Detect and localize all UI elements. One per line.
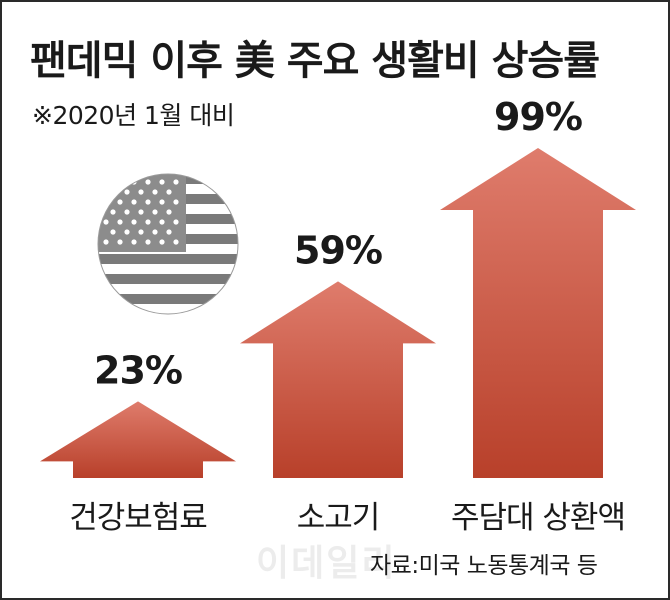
- category-label-2: 소고기: [297, 500, 380, 536]
- flag-star: [124, 209, 130, 215]
- flag-star: [145, 219, 151, 225]
- chart-subtitle: ※2020년 1월 대비: [32, 101, 235, 130]
- flag-star: [110, 209, 116, 215]
- flag-star: [117, 219, 123, 225]
- flag-star: [110, 229, 116, 235]
- flag-star: [173, 239, 179, 245]
- flag-star: [159, 179, 165, 185]
- flag-star: [131, 199, 137, 205]
- flag-star: [145, 239, 151, 245]
- flag-star: [131, 219, 137, 225]
- flag-star: [103, 199, 109, 205]
- flag-star: [145, 199, 151, 205]
- flag-star: [117, 199, 123, 205]
- flag-star: [152, 189, 158, 195]
- bar-arrow-2: [240, 281, 436, 478]
- flag-star: [173, 219, 179, 225]
- flag-star: [159, 239, 165, 245]
- flag-star: [138, 189, 144, 195]
- flag-star: [166, 189, 172, 195]
- chart-title: 팬데믹 이후 美 주요 생활비 상승률: [30, 38, 600, 84]
- flag-star: [173, 179, 179, 185]
- category-label-3: 주담대 상환액: [451, 500, 625, 536]
- data-label-3: 99%: [494, 95, 582, 139]
- category-label-1: 건강보험료: [69, 500, 207, 536]
- flag-star: [159, 199, 165, 205]
- watermark: 이데일리: [256, 543, 397, 584]
- flag-star: [117, 239, 123, 245]
- flag-star: [159, 219, 165, 225]
- data-label-2: 59%: [294, 228, 382, 272]
- data-label-1: 23%: [94, 348, 182, 392]
- flag-star: [131, 239, 137, 245]
- flag-star: [166, 229, 172, 235]
- us-flag-globe-icon: [97, 173, 239, 315]
- source-note: 자료:미국 노동통계국 등: [370, 553, 598, 579]
- flag-star: [124, 189, 130, 195]
- flag-star: [166, 209, 172, 215]
- flag-star: [152, 229, 158, 235]
- flag-star: [110, 189, 116, 195]
- bar-arrow-1: [40, 401, 236, 478]
- flag-star: [145, 179, 151, 185]
- flag-star: [103, 179, 109, 185]
- flag-star: [103, 239, 109, 245]
- flag-star: [152, 209, 158, 215]
- flag-star: [138, 229, 144, 235]
- flag-star: [117, 179, 123, 185]
- flag-star: [138, 209, 144, 215]
- flag-star: [173, 199, 179, 205]
- bar-arrow-3: [440, 148, 636, 478]
- flag-star: [103, 219, 109, 225]
- flag-star: [124, 229, 130, 235]
